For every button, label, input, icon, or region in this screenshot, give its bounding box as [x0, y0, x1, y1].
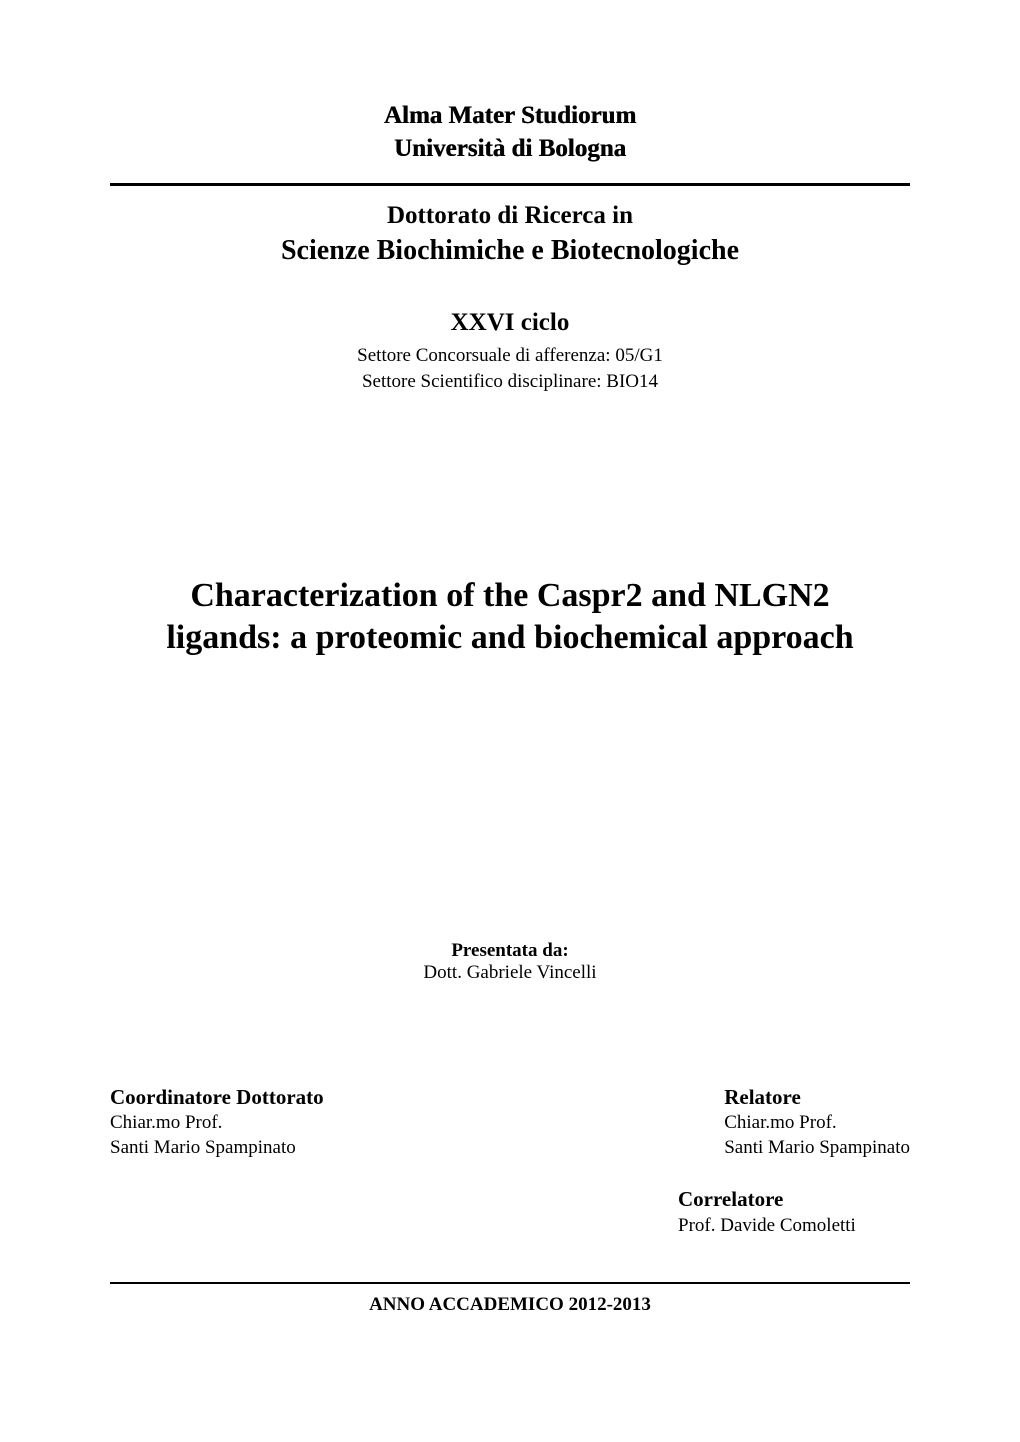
correlatore-block: Correlatore Prof. Davide Comoletti	[110, 1186, 910, 1238]
relatore-honorific: Chiar.mo Prof.	[724, 1111, 910, 1136]
university-line1: Alma Mater Studiorum	[110, 100, 910, 133]
correlatore-title: Correlatore	[678, 1186, 910, 1213]
cycle-title: XXVI ciclo	[110, 307, 910, 340]
correlatore-name: Prof. Davide Comoletti	[678, 1214, 910, 1239]
program-line1: Dottorato di Ricerca in	[110, 200, 910, 233]
settore-concorsuale: Settore Concorsuale di afferenza: 05/G1	[110, 343, 910, 369]
program-block: Dottorato di Ricerca in Scienze Biochimi…	[110, 200, 910, 269]
presented-name: Dott. Gabriele Vincelli	[110, 962, 910, 984]
coordinator-name: Santi Mario Spampinato	[110, 1136, 324, 1161]
academic-year: ANNO ACCADEMICO 2012-2013	[110, 1294, 910, 1316]
cycle-block: XXVI ciclo Settore Concorsuale di affere…	[110, 307, 910, 395]
university-line2: Università di Bologna	[110, 133, 910, 166]
divider-top	[110, 183, 910, 186]
correlatore-inner: Correlatore Prof. Davide Comoletti	[670, 1186, 910, 1238]
thesis-title-line1: Characterization of the Caspr2 and NLGN2	[110, 575, 910, 618]
coordinator-block: Coordinatore Dottorato Chiar.mo Prof. Sa…	[110, 1084, 324, 1161]
relatore-title: Relatore	[724, 1084, 910, 1111]
relatore-name: Santi Mario Spampinato	[724, 1136, 910, 1161]
settore-scientifico: Settore Scientifico disciplinare: BIO14	[110, 369, 910, 395]
program-name: Scienze Biochimiche e Biotecnologiche	[110, 233, 910, 269]
divider-bottom	[110, 1282, 910, 1284]
thesis-title: Characterization of the Caspr2 and NLGN2…	[110, 575, 910, 660]
thesis-title-line2: ligands: a proteomic and biochemical app…	[110, 617, 910, 660]
university-block: Alma Mater Studiorum Università di Bolog…	[110, 100, 910, 165]
roles-container: Coordinatore Dottorato Chiar.mo Prof. Sa…	[110, 1084, 910, 1161]
presented-block: Presentata da: Dott. Gabriele Vincelli	[110, 940, 910, 984]
coordinator-honorific: Chiar.mo Prof.	[110, 1111, 324, 1136]
relatore-block: Relatore Chiar.mo Prof. Santi Mario Spam…	[716, 1084, 910, 1161]
presented-label: Presentata da:	[110, 940, 910, 962]
coordinator-title: Coordinatore Dottorato	[110, 1084, 324, 1111]
